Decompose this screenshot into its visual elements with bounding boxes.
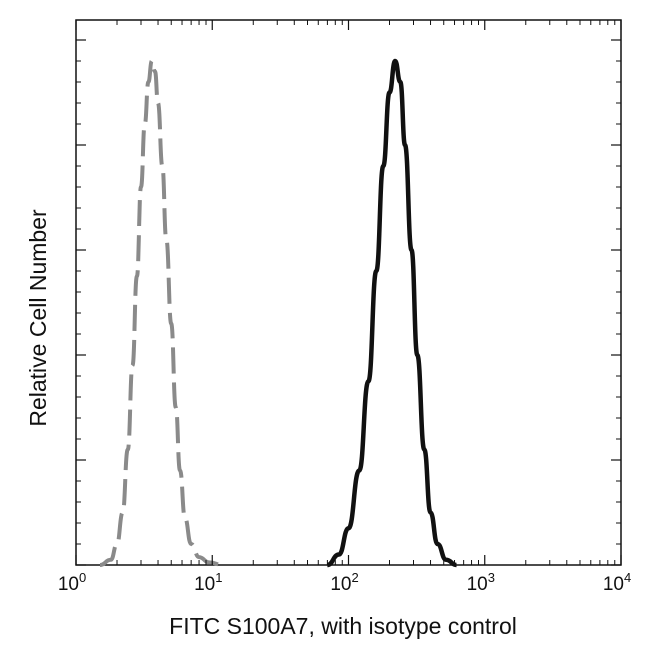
x-axis-title: FITC S100A7, with isotype control [169, 613, 517, 639]
isotype-control-histogram-line [99, 59, 224, 567]
x-tick-label: 101 [194, 570, 222, 595]
x-tick-label: 102 [330, 570, 358, 595]
y-axis-title: Relative Cell Number [25, 209, 51, 427]
stained-sample-histogram-line [326, 58, 457, 568]
series-layer [99, 58, 457, 568]
axes [75, 19, 622, 566]
plot-frame [75, 19, 622, 566]
x-tick-label: 100 [58, 570, 86, 595]
ticks: 100 101 102 103 104 [58, 20, 631, 595]
x-tick-label: 104 [603, 570, 631, 595]
x-tick-label: 103 [467, 570, 495, 595]
